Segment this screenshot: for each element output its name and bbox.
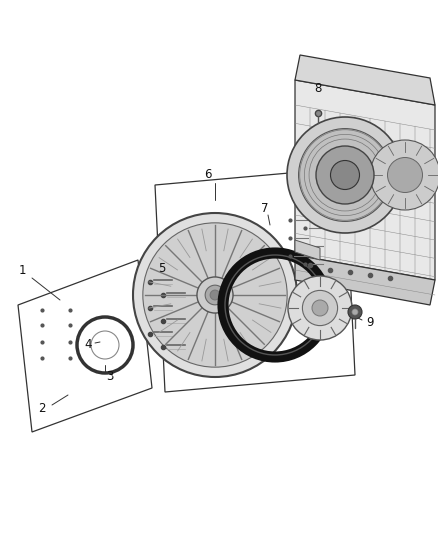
Circle shape [312,300,328,316]
Circle shape [143,223,287,367]
Text: 2: 2 [38,401,46,415]
Circle shape [302,290,338,326]
Circle shape [388,157,423,192]
Text: 7: 7 [261,201,269,214]
Text: 5: 5 [158,262,166,274]
Polygon shape [155,168,355,392]
Circle shape [288,276,352,340]
Text: 3: 3 [106,370,114,384]
Polygon shape [295,240,320,260]
Circle shape [331,160,360,190]
Text: 9: 9 [366,317,374,329]
Text: 8: 8 [314,82,321,94]
Circle shape [352,309,358,315]
Polygon shape [18,260,152,432]
Polygon shape [295,255,435,305]
Circle shape [287,117,403,233]
Circle shape [348,305,362,319]
Circle shape [210,290,220,300]
Circle shape [205,285,225,305]
Text: 1: 1 [18,263,26,277]
Text: 4: 4 [84,338,92,351]
Circle shape [299,128,392,221]
Circle shape [370,140,438,210]
Polygon shape [295,80,435,280]
Polygon shape [295,55,435,105]
Text: 6: 6 [204,168,212,182]
Circle shape [133,213,297,377]
Circle shape [197,277,233,313]
Circle shape [316,146,374,204]
